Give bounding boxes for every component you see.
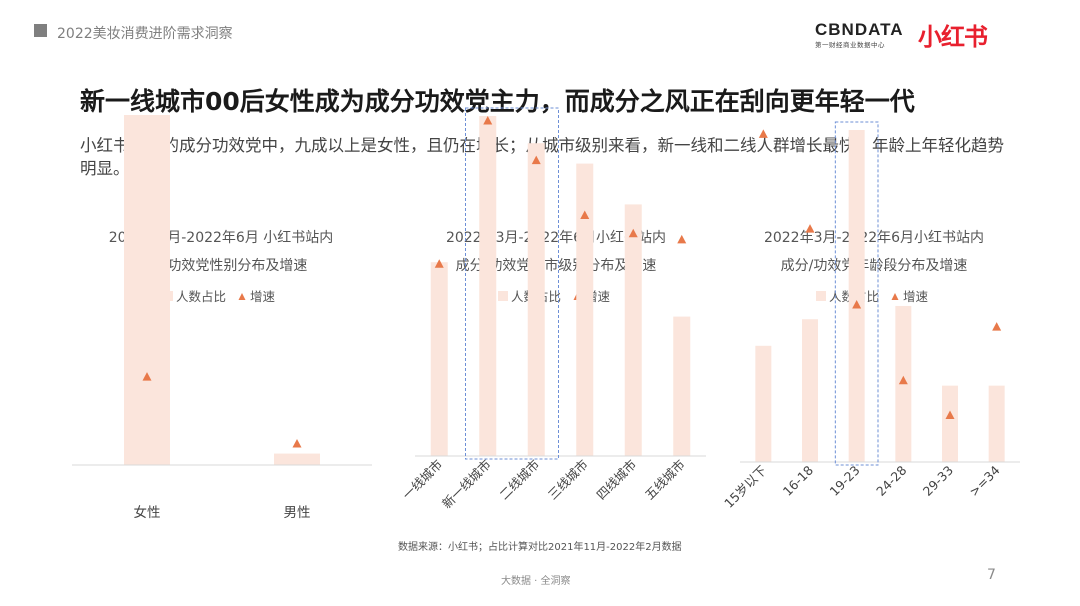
chart-3-title-line2: 成分/功效党年龄段分布及增速 — [781, 258, 968, 274]
chart-1-bar-1 — [124, 115, 170, 465]
chart-3-growth-marker-4 — [898, 375, 908, 385]
chart-2-bar-6 — [673, 316, 691, 456]
header-square-icon — [34, 24, 47, 37]
chart-1-title-line2: 成分/功效党性别分布及增速 — [135, 258, 308, 274]
chart-3-category-label: 15岁以下 — [721, 463, 769, 511]
chart-3-category-label: 24-28 — [873, 462, 909, 498]
chart-2-highlight-box — [465, 107, 559, 460]
chart-2-bar-3 — [527, 143, 545, 456]
chart-2-title-line1: 2022年3月-2022年6月小红书站内 — [446, 230, 666, 246]
chart-3-legend-marker-swatch — [891, 293, 899, 300]
chart-2-legend-bar-swatch — [498, 291, 508, 301]
chart-3-category-label: >=34 — [966, 462, 1003, 499]
footer-tagline: 大数据 · 全洞察 — [501, 576, 571, 587]
cbndata-logo: CBNDATA — [815, 20, 904, 39]
chart-3-growth-marker-5 — [945, 410, 955, 420]
chart-2-bar-5 — [624, 204, 642, 456]
chart-2-category-label: 四线城市 — [593, 457, 639, 503]
chart-2-category-label: 新一线城市 — [439, 457, 494, 512]
chart-3-title-line1: 2022年3月-2022年6月小红书站内 — [764, 230, 984, 246]
chart-2-title-line2: 成分/功效党城市级别分布及增速 — [456, 257, 657, 274]
chart-3-legend-marker-label: 增速 — [903, 289, 929, 304]
chart-1-legend-bar-label: 人数占比 — [176, 289, 226, 304]
chart-2-category-label: 三线城市 — [545, 457, 591, 503]
chart-2-category-label: 五线城市 — [642, 457, 688, 503]
page-headline: 新一线城市00后女性成为成分功效党主力，而成分之风正在刮向更年轻一代 — [80, 87, 915, 116]
chart-1-legend-marker-label: 增速 — [250, 289, 276, 304]
chart-2-bar-2 — [479, 116, 497, 456]
chart-3-bar-6 — [988, 385, 1005, 462]
xiaohongshu-logo: 小红书 — [918, 23, 988, 51]
chart-2-growth-marker-4 — [580, 210, 590, 219]
chart-1-category-label: 女性 — [134, 504, 161, 521]
chart-1-legend-marker-swatch — [238, 293, 246, 300]
chart-2-category-label: 一线城市 — [399, 457, 445, 503]
report-title: 2022美妆消费进阶需求洞察 — [57, 26, 233, 42]
chart-2-growth-marker-2 — [483, 116, 493, 125]
chart-3-category-label: 19-23 — [826, 463, 862, 499]
chart-3-category-label: 29-33 — [920, 463, 956, 499]
data-source-note: 数据来源：小红书；占比计算对比2021年11月-2022年2月数据 — [398, 542, 682, 553]
chart-3-legend-bar-swatch — [816, 291, 826, 301]
page-number: 7 — [987, 567, 996, 583]
chart-3-bar-3 — [848, 130, 865, 462]
chart-3-highlight-box — [834, 121, 879, 466]
chart-3-bar-2 — [802, 319, 818, 462]
chart-1-growth-marker-1 — [142, 372, 152, 381]
chart-3-category-label: 16-18 — [780, 462, 816, 498]
chart-1-growth-marker-2 — [292, 438, 302, 448]
chart-2-growth-marker-5 — [628, 228, 638, 238]
chart-3-growth-marker-6 — [992, 322, 1002, 331]
cbndata-logo-subtitle: 第一财经商业数据中心 — [815, 41, 885, 49]
chart-2-bar-4 — [576, 163, 594, 456]
chart-3-bar-1 — [755, 345, 772, 462]
chart-1-bar-2 — [274, 453, 320, 465]
chart-2-growth-marker-1 — [434, 259, 444, 268]
chart-2-growth-marker-3 — [531, 155, 541, 165]
chart-3-growth-marker-2 — [805, 224, 815, 233]
chart-2-category-label: 二线城市 — [496, 457, 542, 503]
chart-3-growth-marker-3 — [852, 299, 862, 309]
chart-3-growth-marker-1 — [758, 129, 768, 138]
chart-2-growth-marker-6 — [677, 234, 687, 244]
chart-2-bar-1 — [430, 262, 448, 456]
chart-1-category-label: 男性 — [284, 505, 311, 521]
chart-3-bar-5 — [942, 385, 958, 462]
